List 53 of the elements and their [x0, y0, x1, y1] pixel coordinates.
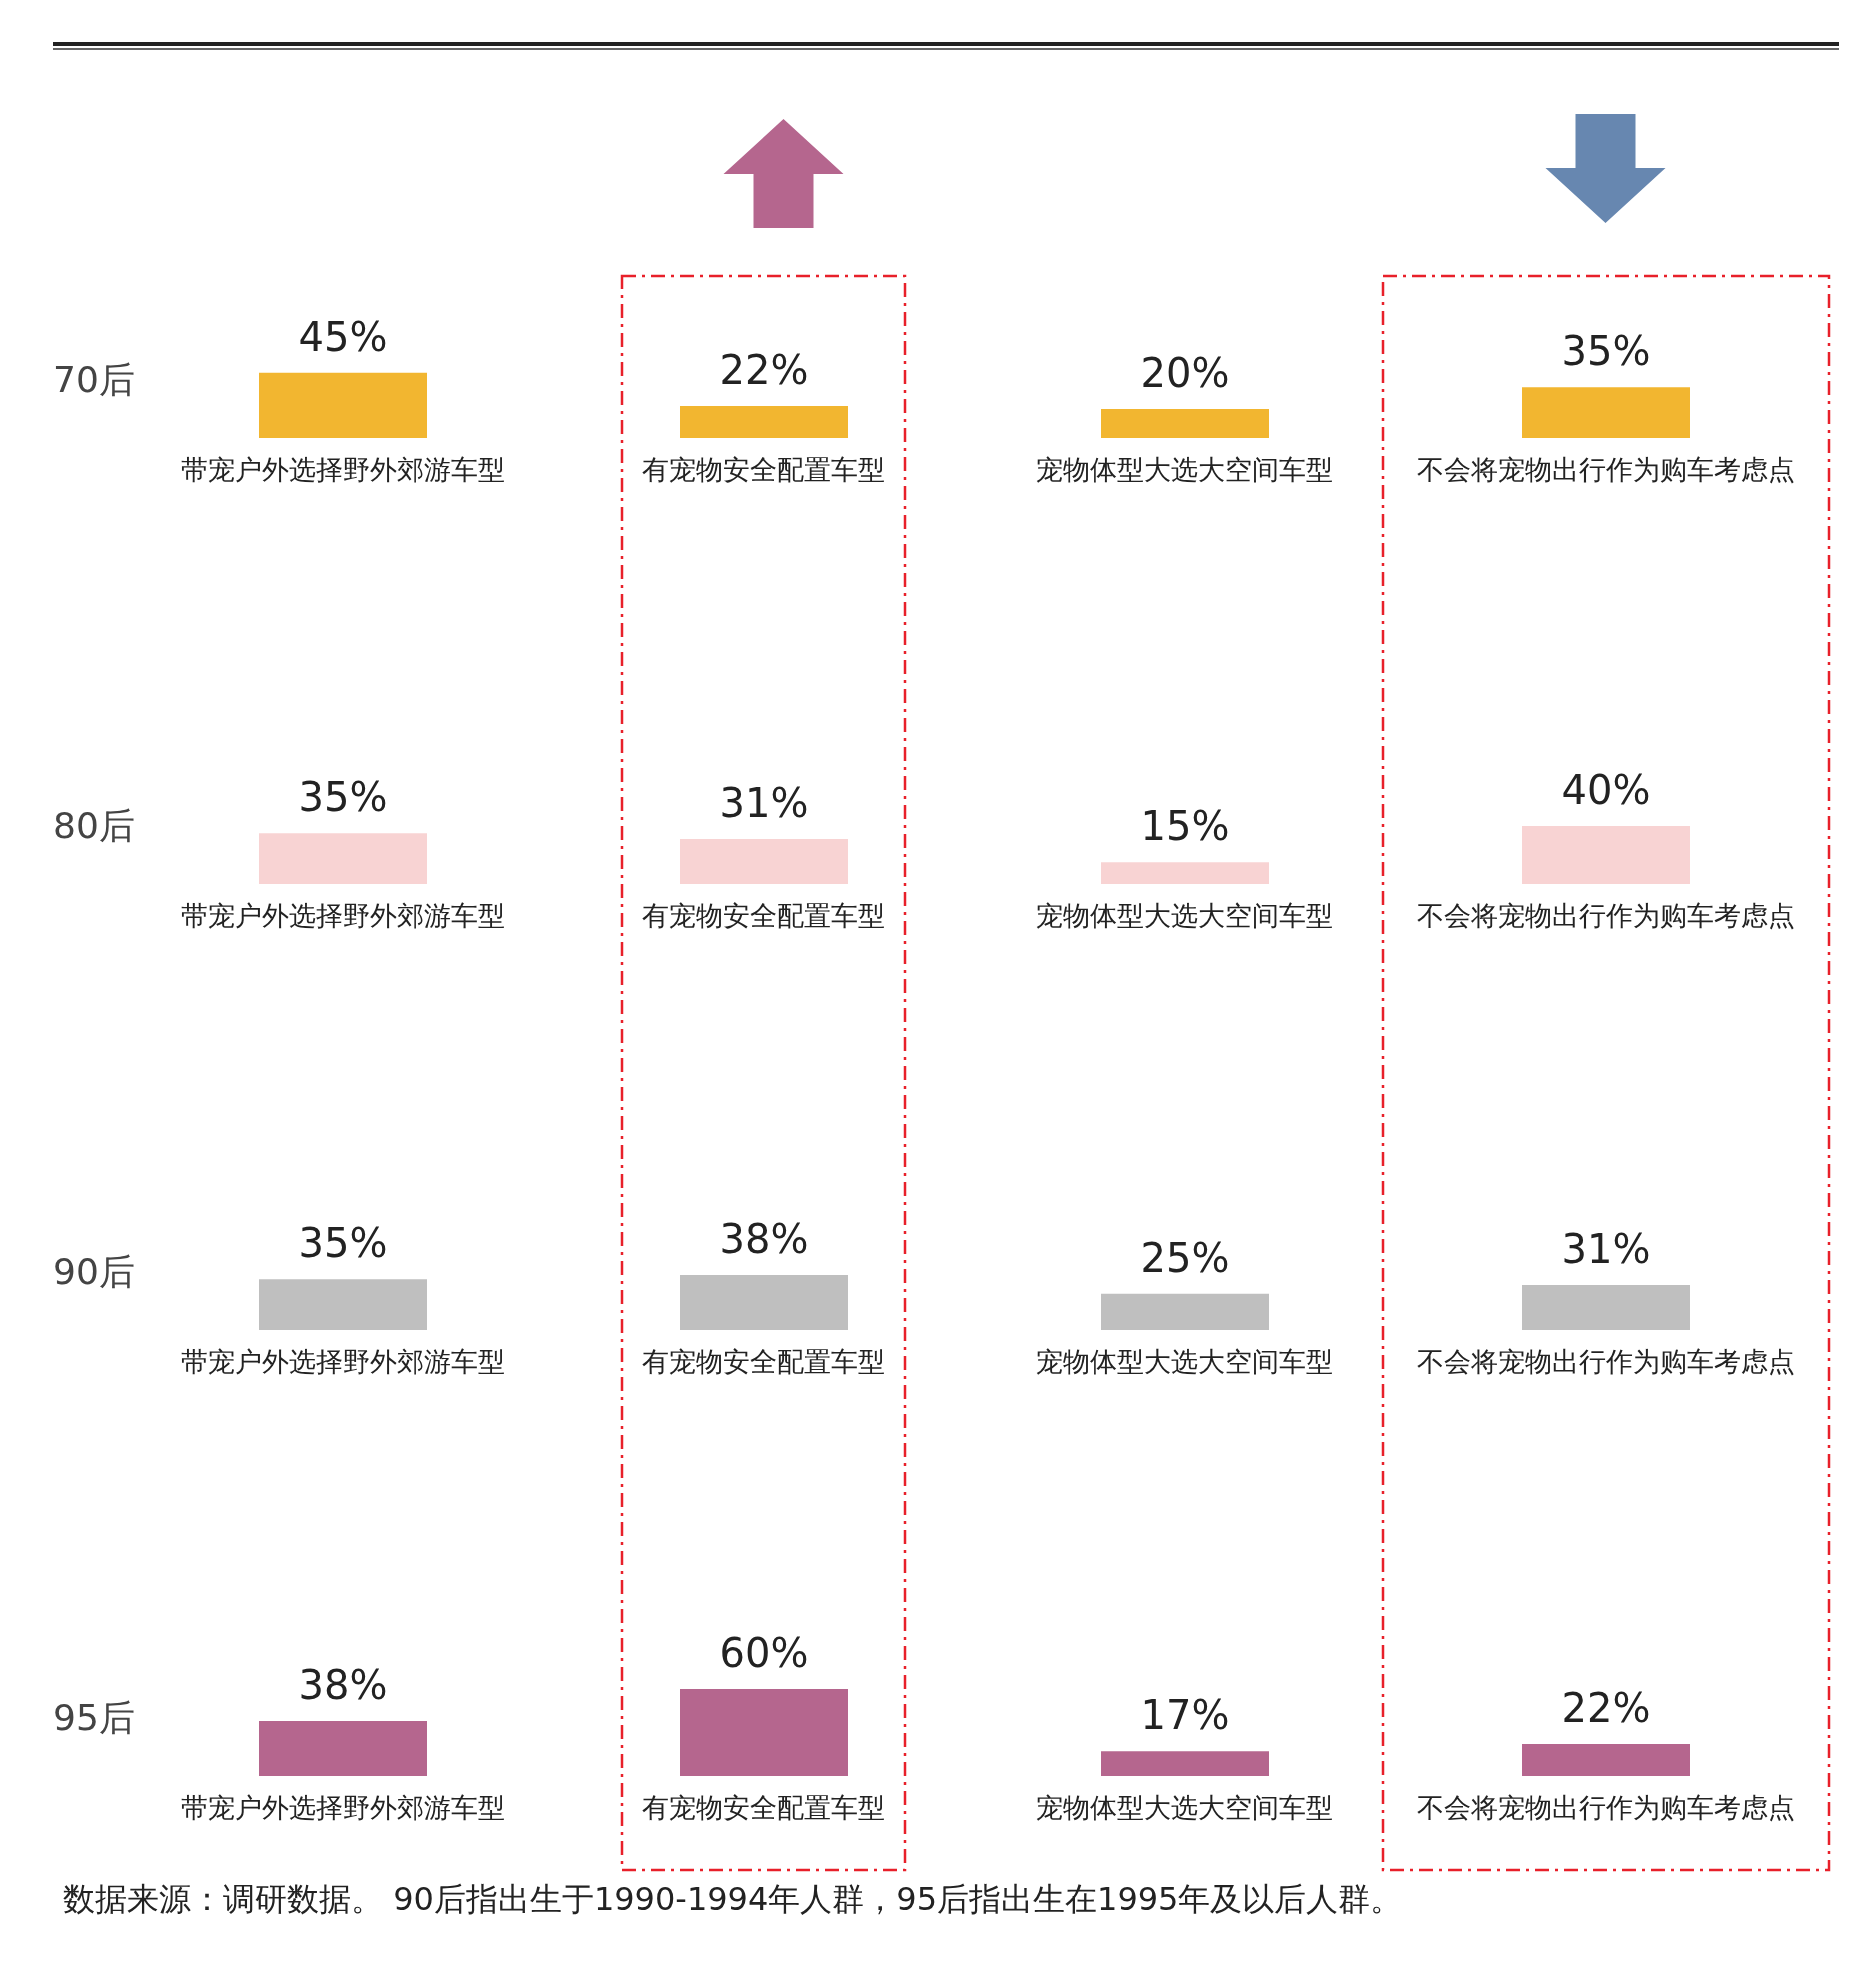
x-tick-label: 有宠物安全配置车型	[642, 454, 885, 486]
x-tick-label: 宠物体型大选大空间车型	[1036, 1346, 1333, 1378]
data-label: 35%	[298, 774, 388, 821]
bar	[1522, 387, 1690, 438]
data-label: 15%	[1140, 803, 1230, 850]
data-label: 35%	[1561, 328, 1651, 375]
x-tick-label: 带宠户外选择野外郊游车型	[180, 900, 505, 932]
x-tick-label: 宠物体型大选大空间车型	[1036, 454, 1333, 486]
y-axis-title: 70后	[53, 358, 135, 402]
bar	[1101, 1751, 1269, 1776]
bar	[680, 406, 848, 438]
x-tick-label: 不会将宠物出行作为购车考虑点	[1416, 900, 1795, 932]
data-label: 38%	[719, 1215, 809, 1262]
x-tick-label: 不会将宠物出行作为购车考虑点	[1416, 454, 1795, 486]
x-tick-label: 不会将宠物出行作为购车考虑点	[1416, 1346, 1795, 1378]
y-axis-title: 80后	[53, 804, 135, 848]
bar	[1522, 1285, 1690, 1330]
bar	[680, 1689, 848, 1776]
x-tick-label: 带宠户外选择野外郊游车型	[180, 454, 505, 486]
x-tick-label: 有宠物安全配置车型	[642, 900, 885, 932]
bar	[1101, 862, 1269, 884]
bar	[680, 839, 848, 884]
bar	[259, 1720, 427, 1776]
bar	[1101, 409, 1269, 438]
data-label: 31%	[719, 780, 809, 827]
x-tick-label: 带宠户外选择野外郊游车型	[180, 1792, 505, 1824]
data-label: 40%	[1561, 767, 1651, 813]
bar	[259, 372, 427, 438]
data-label: 22%	[719, 347, 809, 394]
bar	[680, 1274, 848, 1330]
data-label: 17%	[1140, 1692, 1230, 1739]
data-label: 35%	[298, 1220, 388, 1267]
bar	[1101, 1293, 1269, 1330]
x-tick-label: 宠物体型大选大空间车型	[1036, 900, 1333, 932]
data-label: 25%	[1140, 1234, 1230, 1281]
x-tick-label: 有宠物安全配置车型	[642, 1792, 885, 1824]
y-axis-title: 90后	[53, 1250, 135, 1294]
bar	[259, 833, 427, 884]
y-axis-title: 95后	[53, 1696, 135, 1740]
data-label: 31%	[1561, 1226, 1651, 1273]
data-label: 60%	[719, 1630, 809, 1676]
data-label: 22%	[1561, 1685, 1651, 1732]
bar	[1522, 1744, 1690, 1776]
bar	[1522, 826, 1690, 884]
x-tick-label: 宠物体型大选大空间车型	[1036, 1792, 1333, 1824]
x-tick-label: 带宠户外选择野外郊游车型	[180, 1346, 505, 1378]
data-label: 38%	[298, 1661, 388, 1708]
x-tick-label: 有宠物安全配置车型	[642, 1346, 885, 1378]
bar	[259, 1279, 427, 1330]
source-note: 数据来源：调研数据。 90后指出生于1990-1994年人群，95后指出生在1995年及以后人群。	[63, 1880, 1404, 1918]
data-label: 20%	[1140, 350, 1230, 396]
x-tick-label: 不会将宠物出行作为购车考虑点	[1416, 1792, 1795, 1824]
data-label: 45%	[298, 313, 388, 360]
